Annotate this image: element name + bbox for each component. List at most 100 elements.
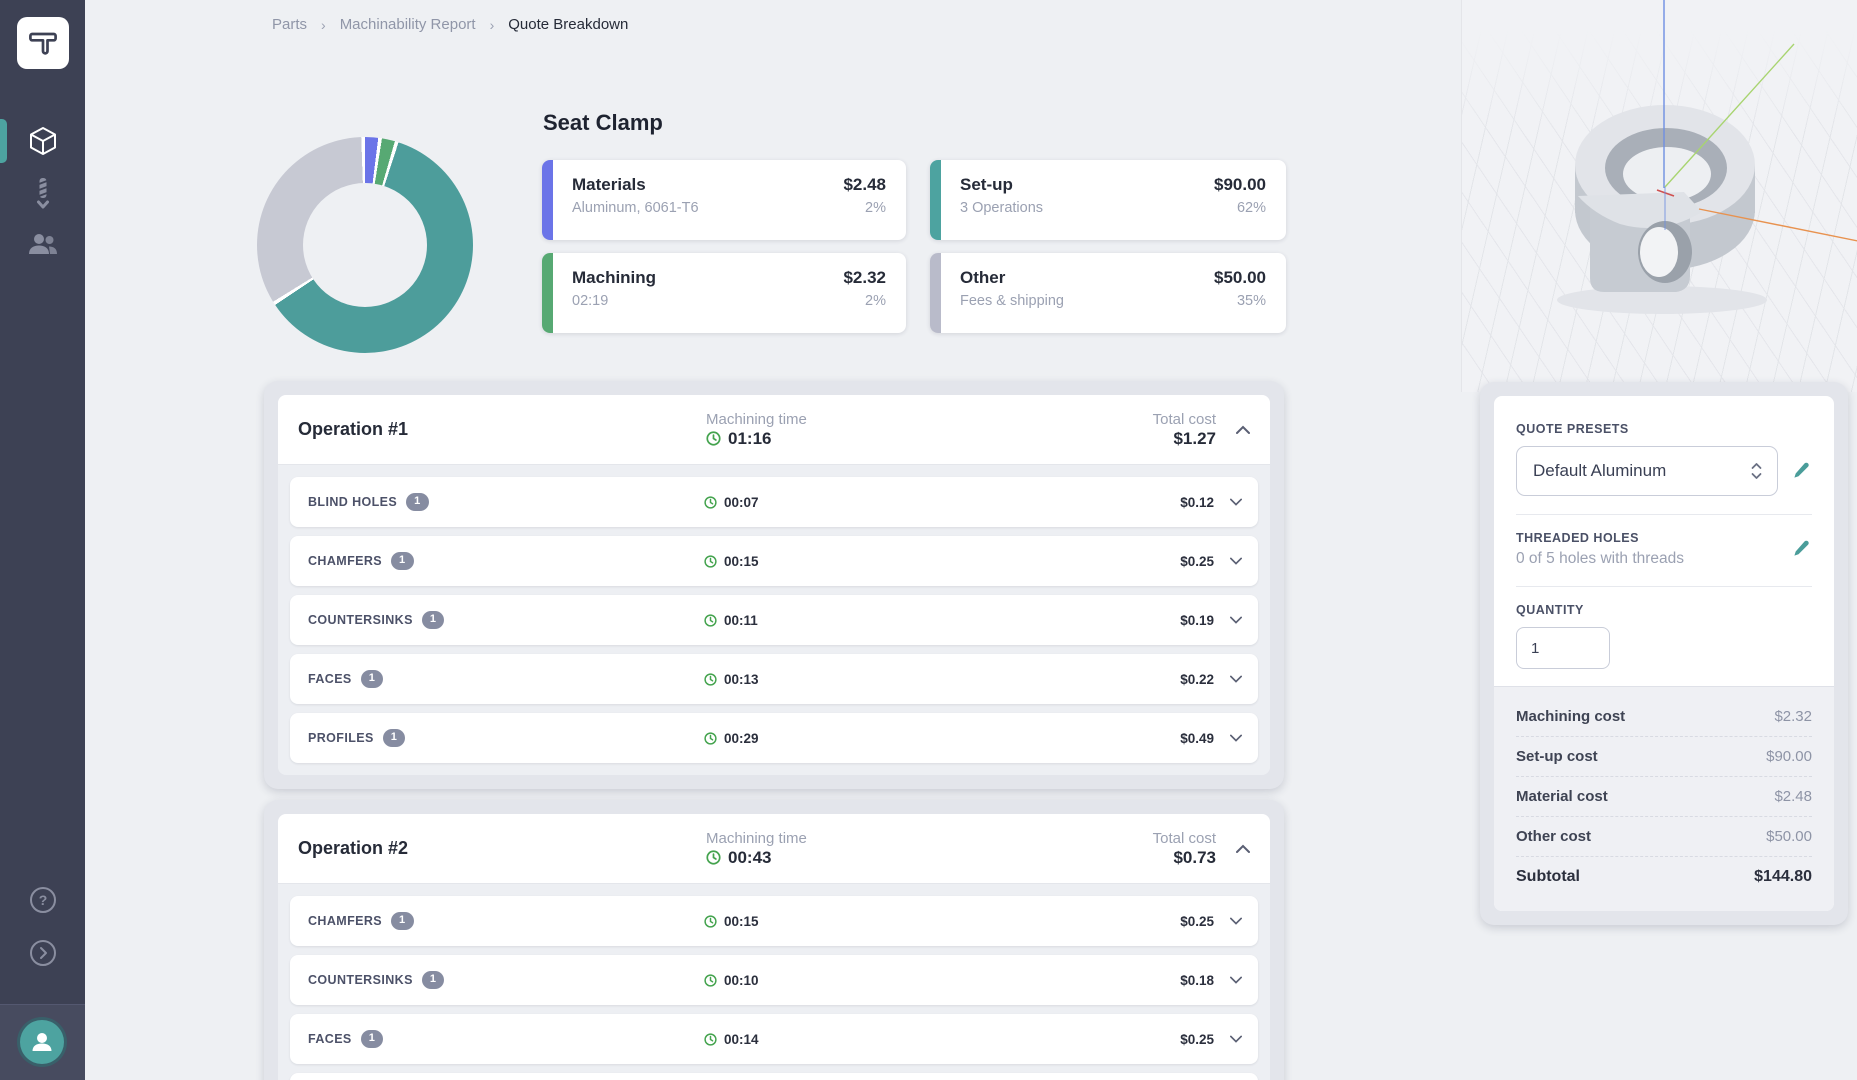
cost-value: $90.00 — [1766, 748, 1812, 765]
materials-accent-bar — [542, 160, 553, 240]
threaded-holes-label: THREADED HOLES — [1516, 531, 1639, 545]
clock-icon — [704, 731, 717, 745]
feature-cost: $0.18 — [1180, 972, 1214, 988]
chevron-down-icon — [1230, 675, 1242, 683]
expand-row-button[interactable] — [1230, 675, 1242, 683]
feature-row-chamfers[interactable]: CHAMFERS 1 00:15 $0.25 — [290, 536, 1258, 586]
donut-hole — [303, 183, 427, 307]
feature-time: 00:15 — [724, 913, 759, 929]
edit-threaded-holes-button[interactable] — [1792, 539, 1812, 559]
expand-row-button[interactable] — [1230, 616, 1242, 624]
feature-row-chamfers[interactable]: CHAMFERS 1 00:15 $0.25 — [290, 896, 1258, 946]
quantity-input[interactable] — [1516, 627, 1610, 669]
card-subtitle: Aluminum, 6061-T6 — [572, 200, 699, 216]
operation-cost: $0.73 — [1173, 847, 1216, 867]
operation-1-header[interactable]: Operation #1 Machining time 01:16 Total … — [278, 395, 1270, 465]
sidebar-item-parts[interactable] — [0, 124, 85, 158]
subtotal-row: Subtotal $144.80 — [1516, 857, 1812, 897]
setup-card[interactable]: Set-up $90.00 3 Operations 62% — [930, 160, 1286, 240]
card-percent: 2% — [865, 200, 886, 216]
sidebar-item-tools[interactable] — [0, 176, 85, 214]
machining-time-label: Machining time — [706, 410, 807, 428]
collapse-sidebar-button[interactable] — [0, 939, 85, 967]
expand-row-button[interactable] — [1230, 976, 1242, 984]
clock-icon — [704, 1032, 717, 1046]
help-button[interactable]: ? — [0, 886, 85, 914]
subtotal-label: Subtotal — [1516, 868, 1580, 885]
clock-icon — [704, 914, 717, 928]
cost-value: $2.32 — [1774, 708, 1812, 725]
chevron-down-icon — [1230, 734, 1242, 742]
feature-row-partial[interactable] — [290, 1073, 1258, 1080]
total-cost-label: Total cost — [1152, 410, 1216, 428]
materials-card[interactable]: Materials $2.48 Aluminum, 6061-T6 2% — [542, 160, 906, 240]
count-badge: 1 — [406, 493, 429, 511]
collapse-operation-button[interactable] — [1236, 844, 1250, 853]
clock-icon — [704, 554, 717, 568]
breadcrumb-separator-icon: › — [321, 16, 326, 33]
feature-label: FACES — [308, 1032, 352, 1046]
seat-clamp-3d-model — [1557, 0, 1857, 314]
feature-time: 00:10 — [724, 972, 759, 988]
card-subtitle: 02:19 — [572, 293, 609, 309]
operation-time: 00:43 — [728, 847, 772, 867]
count-badge: 1 — [360, 670, 384, 688]
user-avatar[interactable] — [20, 1020, 64, 1064]
operation-title: Operation #1 — [298, 419, 409, 439]
operation-title: Operation #2 — [298, 838, 409, 858]
edit-preset-button[interactable] — [1792, 461, 1812, 481]
divider — [1516, 586, 1812, 587]
feature-row-faces[interactable]: FACES 1 00:13 $0.22 — [290, 654, 1258, 704]
clock-icon — [706, 431, 721, 446]
machining-card[interactable]: Machining $2.32 02:19 2% — [542, 253, 906, 333]
subtotal-value: $144.80 — [1754, 868, 1812, 885]
card-value: $2.32 — [843, 268, 886, 287]
model-viewport[interactable] — [1461, 0, 1857, 392]
feature-label: PROFILES — [308, 731, 374, 745]
stepper-icon — [1751, 463, 1762, 479]
sidebar-item-team[interactable] — [0, 228, 85, 262]
card-title: Set-up — [960, 175, 1013, 194]
operation-time: 01:16 — [728, 428, 772, 448]
feature-row-countersinks[interactable]: COUNTERSINKS 1 00:10 $0.18 — [290, 955, 1258, 1005]
count-badge: 1 — [391, 552, 414, 570]
sidebar: ? — [0, 0, 85, 1080]
breadcrumb-machinability-report[interactable]: Machinability Report — [339, 16, 476, 33]
feature-cost: $0.25 — [1180, 913, 1214, 929]
feature-row-countersinks[interactable]: COUNTERSINKS 1 00:11 $0.19 — [290, 595, 1258, 645]
expand-row-button[interactable] — [1230, 734, 1242, 742]
expand-row-button[interactable] — [1230, 498, 1242, 506]
summary-cards: Materials $2.48 Aluminum, 6061-T6 2% Set… — [542, 160, 1286, 333]
operation-2-header[interactable]: Operation #2 Machining time 00:43 Total … — [278, 814, 1270, 884]
feature-row-profiles[interactable]: PROFILES 1 00:29 $0.49 — [290, 713, 1258, 763]
quote-presets-label: QUOTE PRESETS — [1516, 422, 1629, 436]
feature-label: FACES — [308, 672, 352, 686]
cost-row-machining: Machining cost $2.32 — [1516, 697, 1812, 737]
chevron-up-icon — [1236, 844, 1250, 853]
feature-row-faces[interactable]: FACES 1 00:14 $0.25 — [290, 1014, 1258, 1064]
operation-1-panel: Operation #1 Machining time 01:16 Total … — [264, 381, 1284, 789]
breadcrumb-parts[interactable]: Parts — [272, 16, 308, 33]
chevron-down-icon — [1230, 616, 1242, 624]
collapse-operation-button[interactable] — [1236, 425, 1250, 434]
quote-preset-select[interactable]: Default Aluminum — [1516, 446, 1778, 496]
card-title: Other — [960, 268, 1006, 287]
end-mill-icon — [36, 178, 49, 209]
cost-summary: Machining cost $2.32 Set-up cost $90.00 … — [1494, 686, 1834, 911]
expand-row-button[interactable] — [1230, 557, 1242, 565]
clock-icon — [704, 495, 717, 509]
feature-time: 00:07 — [724, 494, 759, 510]
divider — [1516, 514, 1812, 515]
app-logo-icon[interactable] — [17, 17, 69, 69]
other-card[interactable]: Other $50.00 Fees & shipping 35% — [930, 253, 1286, 333]
feature-label: BLIND HOLES — [308, 495, 398, 509]
expand-row-button[interactable] — [1230, 1035, 1242, 1043]
pencil-icon — [1794, 462, 1809, 478]
expand-row-button[interactable] — [1230, 917, 1242, 925]
card-value: $90.00 — [1214, 175, 1266, 194]
cost-row-setup: Set-up cost $90.00 — [1516, 737, 1812, 777]
card-percent: 62% — [1236, 200, 1266, 216]
feature-cost: $0.22 — [1180, 671, 1214, 687]
feature-row-blind-holes[interactable]: BLIND HOLES 1 00:07 $0.12 — [290, 477, 1258, 527]
cost-value: $2.48 — [1774, 788, 1812, 805]
